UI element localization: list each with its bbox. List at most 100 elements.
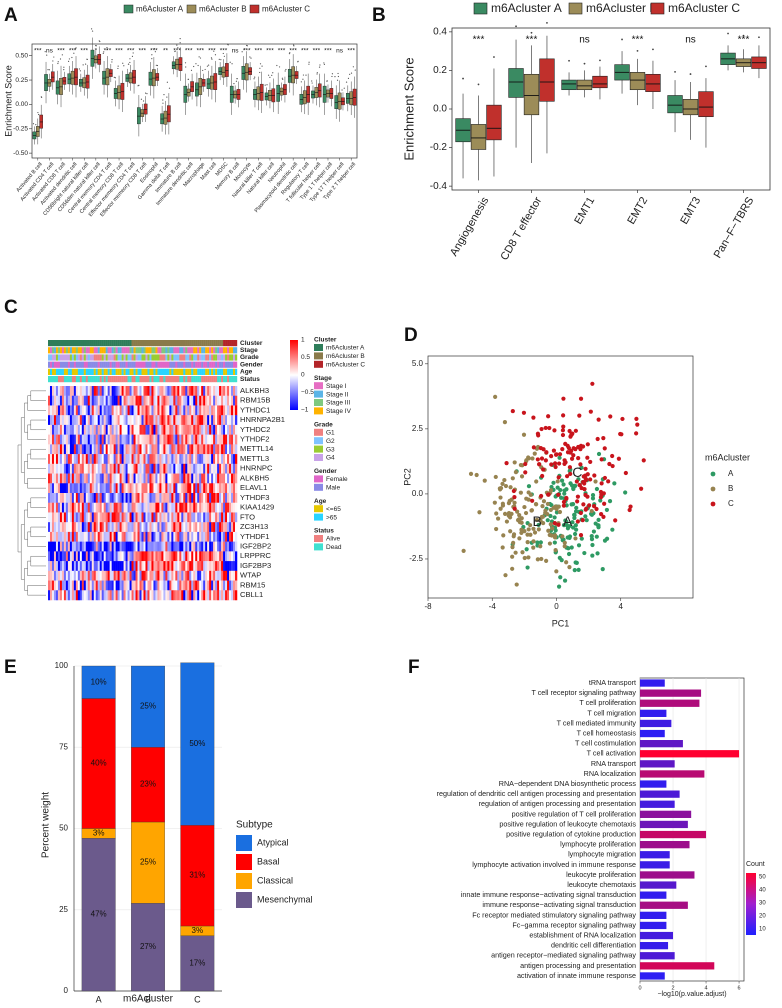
legend-swatch-3 xyxy=(650,2,665,15)
point-cluster-c xyxy=(569,432,574,437)
heatmap-cell xyxy=(109,512,112,523)
outlier-point xyxy=(206,65,209,67)
outlier-point xyxy=(621,38,623,41)
heatmap-cell xyxy=(233,522,236,533)
heatmap-cell xyxy=(125,415,128,426)
heatmap-cell xyxy=(111,502,114,513)
point-cluster-c xyxy=(588,409,593,414)
annotation-cell xyxy=(219,354,222,361)
heatmap-cell xyxy=(229,463,232,474)
outlier-point xyxy=(223,55,225,57)
heatmap-cell xyxy=(149,473,152,484)
heatmap-cell xyxy=(147,444,150,455)
heatmap-cell xyxy=(157,415,160,426)
point-cluster-a xyxy=(574,505,579,510)
heatmap-cell xyxy=(93,493,96,503)
heatmap-cell xyxy=(153,415,156,426)
legend-swatch xyxy=(314,505,323,513)
annotation-cell xyxy=(223,347,226,354)
heatmap-cell xyxy=(231,512,234,523)
heatmap-cell xyxy=(123,590,126,601)
heatmap-cell xyxy=(207,561,210,572)
heatmap-cell xyxy=(59,463,63,474)
heatmap-cell xyxy=(183,570,186,581)
heatmap-cell xyxy=(233,512,236,523)
heatmap-cell xyxy=(87,493,91,503)
heatmap-cell xyxy=(189,473,192,484)
heatmap-cell xyxy=(169,580,172,591)
point-cluster-a xyxy=(593,521,598,526)
heatmap-cell xyxy=(111,405,114,416)
heatmap-cell xyxy=(77,483,81,494)
annotation-cell xyxy=(175,347,178,354)
box-monocyte-a xyxy=(241,66,246,80)
heatmap-cell xyxy=(55,512,59,523)
category-label: positive regulation of cytokine producti… xyxy=(506,829,636,838)
significance-mark: *** xyxy=(243,48,251,55)
box-activated-dendritic-cell-b xyxy=(70,70,75,85)
category-label: regulation of dendritic cell antigen pro… xyxy=(437,789,636,798)
heatmap-cell xyxy=(191,541,194,552)
colorbar-tick-label: 50 xyxy=(759,875,766,881)
annotation-cell xyxy=(141,347,144,354)
heatmap-cell xyxy=(223,395,226,406)
heatmap-cell xyxy=(129,395,132,406)
heatmap-cell xyxy=(227,454,230,465)
heatmap-cell xyxy=(181,502,184,513)
bar-t-cell-costimulation xyxy=(640,740,683,748)
heatmap-cell xyxy=(227,493,230,503)
heatmap-cell xyxy=(199,561,202,572)
heatmap-cell xyxy=(103,444,106,455)
annotation-cell xyxy=(83,347,86,354)
heatmap-cell xyxy=(149,512,152,523)
heatmap-cell xyxy=(67,424,71,435)
heatmap-cell xyxy=(57,483,61,494)
legend-swatch xyxy=(314,352,323,360)
gene-label: YTHDF1 xyxy=(240,532,270,541)
annotation-cell xyxy=(205,354,208,361)
heatmap-cell xyxy=(143,483,146,494)
heatmap-cell xyxy=(195,463,198,474)
outlier-point xyxy=(245,44,248,47)
heatmap-cell xyxy=(215,531,218,542)
annotation-cell xyxy=(93,340,96,347)
heatmap-cell xyxy=(121,473,124,484)
annotation-cell xyxy=(163,354,166,361)
outlier-point xyxy=(326,80,328,82)
heatmap-cell xyxy=(85,463,89,474)
heatmap-cell xyxy=(163,522,166,533)
heatmap-cell xyxy=(193,415,196,426)
heatmap-cell xyxy=(163,502,166,513)
heatmap-cell xyxy=(219,561,222,572)
annotation-cell xyxy=(195,354,198,361)
heatmap-cell xyxy=(209,580,212,591)
heatmap-cell xyxy=(161,580,164,591)
outlier-point xyxy=(235,80,238,82)
heatmap-cell xyxy=(161,473,164,484)
point-cluster-c xyxy=(552,428,557,433)
heatmap-cell xyxy=(225,463,228,474)
heatmap-cell xyxy=(159,493,162,503)
heatmap-cell xyxy=(117,493,120,503)
annotation-cell xyxy=(55,347,59,354)
heatmap-cell xyxy=(185,570,188,581)
annotation-cell xyxy=(195,361,198,368)
heatmap-cell xyxy=(163,424,166,435)
heatmap-cell xyxy=(233,531,236,542)
outlier-point xyxy=(758,36,760,39)
heatmap-cell xyxy=(135,424,138,435)
y-tick-label: 0 xyxy=(64,986,69,995)
heatmap-cell xyxy=(107,502,110,513)
point-cluster-c xyxy=(619,432,624,437)
heatmap-cell xyxy=(149,502,152,513)
heatmap-cell xyxy=(109,463,112,474)
heatmap-cell xyxy=(49,522,53,533)
heatmap-cell xyxy=(73,551,77,562)
point-cluster-b xyxy=(538,544,543,549)
heatmap-cell xyxy=(125,395,128,406)
annotation-cell xyxy=(155,340,158,347)
heatmap-cell xyxy=(99,444,102,455)
outlier-point xyxy=(168,87,171,89)
annotation-cell xyxy=(225,368,228,375)
heatmap-cell xyxy=(197,415,200,426)
